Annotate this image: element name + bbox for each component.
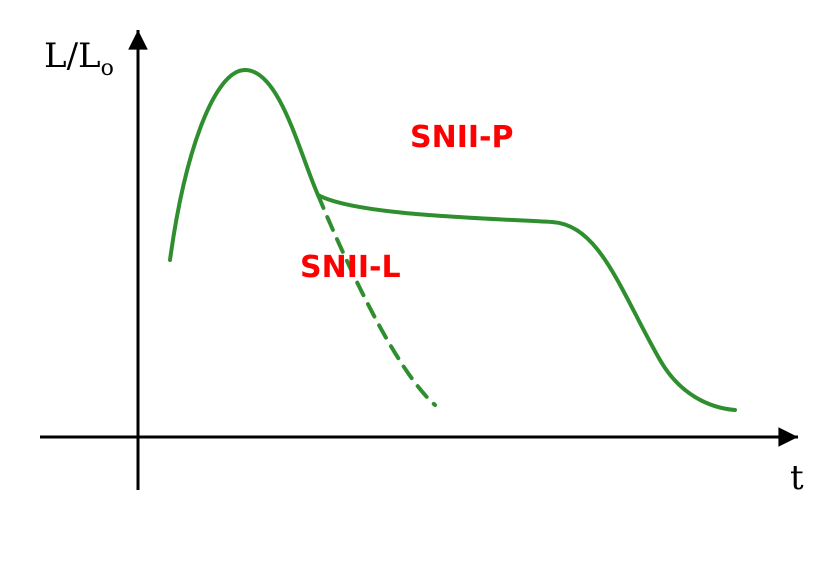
axes-group — [40, 30, 798, 490]
y-axis-label: L/Lo — [44, 36, 114, 81]
curve-snii-l — [318, 195, 435, 405]
x-axis-label: t — [790, 458, 804, 498]
label-snii-l: SNII-L — [300, 250, 401, 285]
y-axis-arrow — [128, 30, 148, 50]
chart-svg — [0, 0, 840, 566]
y-axis-label-sub: o — [101, 56, 114, 81]
label-snii-p: SNII-P — [410, 120, 513, 155]
curve-common-rise — [170, 70, 318, 260]
chart-stage: L/Lo t SNII-P SNII-L — [0, 0, 840, 566]
curve-snii-p — [318, 195, 735, 410]
x-axis-arrow — [778, 427, 798, 447]
y-axis-label-main: L/L — [44, 36, 101, 76]
